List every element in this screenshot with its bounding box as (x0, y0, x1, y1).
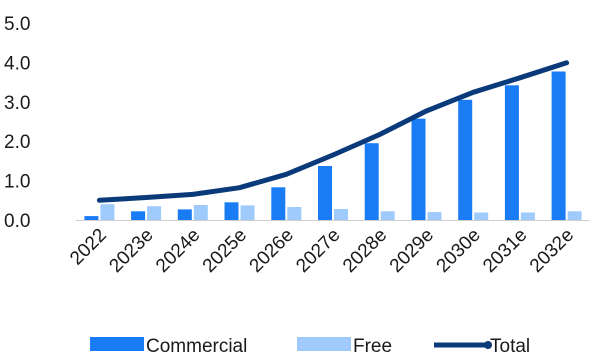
bar-commercial-2030e (458, 99, 473, 220)
legend-item-free: Free (297, 336, 392, 357)
x-tick-label: 2028e (339, 225, 391, 277)
line-series-total (96, 60, 570, 203)
bar-free-2024e (193, 205, 208, 220)
y-tick-label: 0.0 (4, 211, 30, 232)
bar-commercial-2027e (318, 166, 332, 220)
x-tick-label: 2031e (479, 225, 531, 277)
legend-item-commercial: Commercial (90, 336, 247, 357)
bar-free-2026e (287, 207, 302, 220)
bar-free-2031e (520, 212, 535, 220)
bar-commercial-2032e (551, 71, 566, 220)
x-tick-label: 2029e (386, 225, 438, 277)
y-tick-label: 3.0 (4, 93, 30, 114)
y-axis: 0.0 1.0 2.0 3.0 4.0 5.0 (4, 14, 30, 232)
y-tick-label: 4.0 (4, 53, 30, 74)
bar-free-2029e (427, 212, 442, 220)
bar-commercial-2023e (131, 211, 146, 220)
y-tick-label: 5.0 (4, 14, 30, 35)
x-tick-label: 2026e (246, 225, 298, 277)
bar-free-2023e (147, 206, 162, 220)
legend-item-total: Total (434, 336, 530, 357)
bar-commercial-2031e (504, 85, 519, 220)
y-tick-label: 2.0 (4, 132, 30, 153)
bar-free-2032e (567, 211, 582, 220)
bars-layer (84, 71, 582, 220)
bar-free-2022 (100, 204, 115, 220)
x-tick-label: 2027e (292, 225, 344, 277)
x-tick-label: 2025e (199, 225, 251, 277)
legend: Commercial Free Total (90, 336, 530, 357)
bar-free-2025e (240, 205, 255, 220)
bar-commercial-2029e (411, 118, 426, 220)
bar-free-2027e (334, 209, 348, 220)
legend-label: Free (353, 336, 392, 354)
legend-swatch (90, 337, 144, 351)
bar-commercial-2026e (271, 187, 286, 220)
x-tick-label: 2023e (105, 225, 157, 277)
x-axis: 20222023e2024e2025e2026e2027e2028e2029e2… (66, 225, 578, 277)
x-tick-label: 2030e (433, 225, 485, 277)
x-tick-label: 2024e (152, 225, 204, 277)
bar-commercial-2025e (224, 202, 239, 220)
x-tick-label: 2022 (66, 225, 111, 270)
bar-free-2028e (380, 211, 395, 220)
legend-label: Total (490, 336, 530, 354)
bar-commercial-2028e (364, 143, 379, 220)
legend-marker (484, 341, 492, 349)
legend-swatch (297, 337, 351, 351)
x-tick-label: 2032e (526, 225, 578, 277)
legend-label: Commercial (146, 336, 247, 354)
bar-commercial-2024e (177, 209, 192, 220)
y-tick-label: 1.0 (4, 172, 30, 193)
bar-free-2030e (474, 212, 489, 220)
line-layer (96, 60, 570, 203)
bar-commercial-2022 (84, 216, 99, 220)
